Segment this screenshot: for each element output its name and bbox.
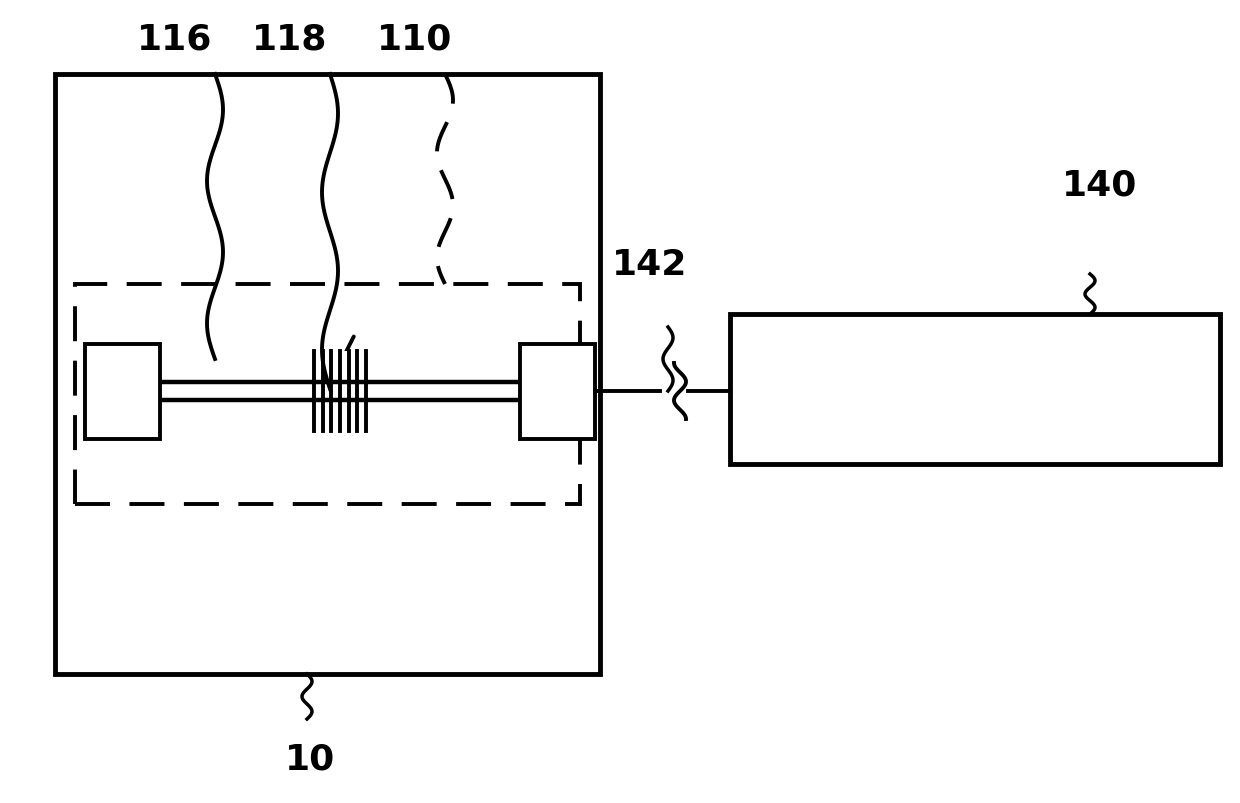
Text: 110: 110 (377, 23, 453, 57)
Text: 116: 116 (138, 23, 213, 57)
Bar (74, 284, 580, 504)
Text: 142: 142 (613, 247, 688, 282)
Text: 10: 10 (285, 742, 335, 776)
Bar (730, 315, 1220, 464)
Bar (310, 352, 370, 431)
Bar (86, 344, 160, 439)
Bar (520, 344, 595, 439)
Bar (55, 75, 600, 675)
Text: 140: 140 (1063, 168, 1137, 202)
Text: 118: 118 (252, 23, 327, 57)
